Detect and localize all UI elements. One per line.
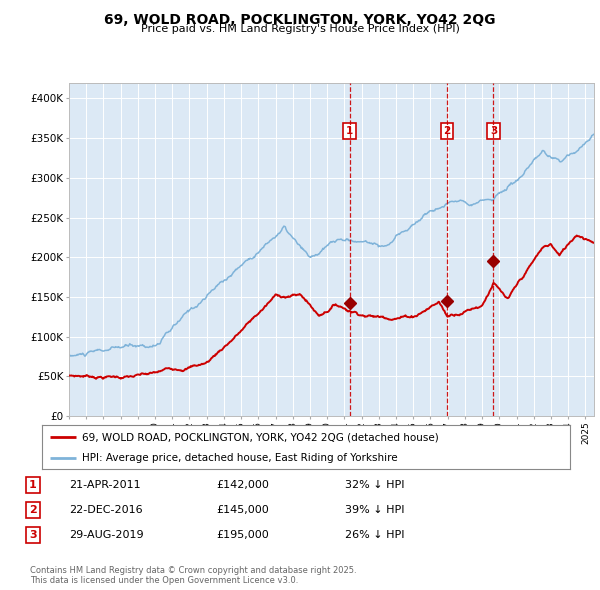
- Text: 3: 3: [490, 126, 497, 136]
- Text: 39% ↓ HPI: 39% ↓ HPI: [345, 506, 404, 515]
- Text: 29-AUG-2019: 29-AUG-2019: [69, 530, 143, 540]
- Text: £145,000: £145,000: [216, 506, 269, 515]
- Text: 2: 2: [443, 126, 451, 136]
- Text: 2: 2: [29, 506, 37, 515]
- Text: £142,000: £142,000: [216, 480, 269, 490]
- Text: 69, WOLD ROAD, POCKLINGTON, YORK, YO42 2QG (detached house): 69, WOLD ROAD, POCKLINGTON, YORK, YO42 2…: [82, 432, 439, 442]
- Text: HPI: Average price, detached house, East Riding of Yorkshire: HPI: Average price, detached house, East…: [82, 453, 397, 463]
- Text: 69, WOLD ROAD, POCKLINGTON, YORK, YO42 2QG: 69, WOLD ROAD, POCKLINGTON, YORK, YO42 2…: [104, 13, 496, 27]
- Text: 22-DEC-2016: 22-DEC-2016: [69, 506, 143, 515]
- Text: 1: 1: [346, 126, 353, 136]
- Text: 26% ↓ HPI: 26% ↓ HPI: [345, 530, 404, 540]
- Text: Price paid vs. HM Land Registry's House Price Index (HPI): Price paid vs. HM Land Registry's House …: [140, 24, 460, 34]
- Text: £195,000: £195,000: [216, 530, 269, 540]
- Text: 21-APR-2011: 21-APR-2011: [69, 480, 140, 490]
- Text: 32% ↓ HPI: 32% ↓ HPI: [345, 480, 404, 490]
- Text: Contains HM Land Registry data © Crown copyright and database right 2025.
This d: Contains HM Land Registry data © Crown c…: [30, 566, 356, 585]
- Text: 1: 1: [29, 480, 37, 490]
- Text: 3: 3: [29, 530, 37, 540]
